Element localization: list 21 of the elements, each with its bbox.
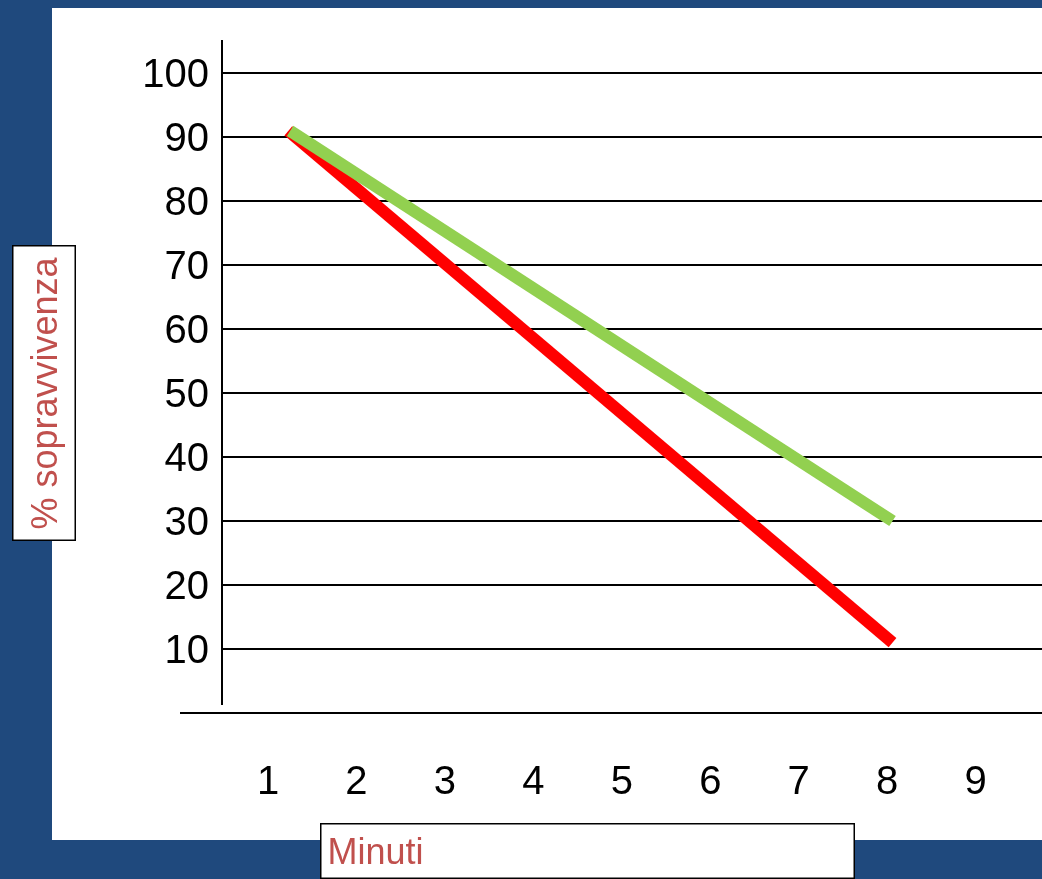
y-tick-label: 20: [164, 563, 209, 608]
x-tick-label: 5: [610, 758, 633, 802]
y-tick-label: 50: [164, 371, 209, 416]
x-tick-label: 1: [256, 758, 280, 802]
x-tick-label: 7: [787, 758, 810, 802]
x-tick-label: 9: [964, 758, 987, 802]
x-tick-label: 4: [522, 758, 545, 802]
x-tick-label: 6: [699, 758, 722, 802]
y-tick-label: 80: [164, 179, 209, 224]
y-tick-label: 60: [164, 307, 209, 352]
y-tick-label: 90: [164, 115, 209, 160]
x-tick-label: 2: [345, 758, 368, 802]
x-axis-title: Minuti: [327, 830, 424, 872]
y-tick-label: 10: [164, 627, 209, 672]
y-tick-label: 30: [164, 499, 209, 544]
y-tick-label: 40: [164, 435, 209, 480]
y-axis-title: % sopravvivenza: [23, 256, 65, 530]
x-tick-label: 8: [876, 758, 899, 802]
y-tick-label: 70: [164, 243, 209, 288]
x-tick-label: 3: [433, 758, 457, 802]
y-tick-label: 100: [142, 51, 209, 96]
